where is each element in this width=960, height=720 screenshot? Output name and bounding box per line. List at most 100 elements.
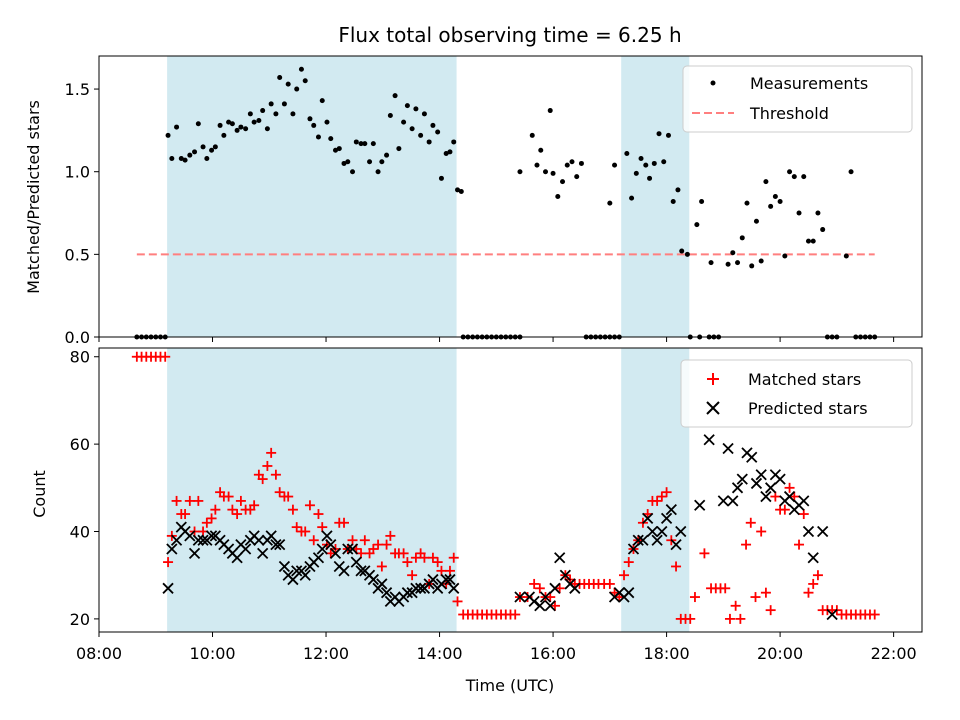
measurement-point	[268, 101, 274, 107]
bottom-legend: Matched stars Predicted stars	[680, 359, 913, 428]
measurement-point	[560, 179, 566, 185]
predicted-star-point	[253, 534, 265, 546]
matched-star-point	[291, 522, 302, 533]
x-tick-label: 20:00	[757, 644, 803, 663]
measurement-point	[336, 146, 342, 152]
matched-star-point	[432, 557, 443, 568]
predicted-star-point	[342, 543, 354, 555]
measurement-point	[319, 98, 325, 104]
predicted-star-point	[414, 582, 427, 594]
matched-star-point	[545, 592, 556, 603]
measurement-point	[413, 106, 419, 112]
matched-star-point	[235, 495, 246, 506]
measurement-point	[578, 160, 584, 166]
measurement-point	[345, 159, 351, 165]
matched-star-point	[270, 469, 281, 480]
matched-star-point	[685, 613, 696, 624]
measurement-point	[332, 147, 338, 153]
predicted-star-point	[534, 600, 546, 612]
measurement-point	[543, 169, 549, 175]
y-tick-label: 60	[70, 435, 90, 454]
measurement-point	[517, 169, 523, 175]
shaded-interval	[621, 348, 690, 632]
predicted-star-point	[188, 547, 201, 559]
measurement-point	[699, 198, 705, 204]
measurement-point	[311, 122, 317, 128]
matched-star-point	[339, 517, 350, 528]
measurement-point	[547, 108, 553, 114]
measurement-point	[744, 200, 750, 206]
measurement-point	[302, 78, 308, 84]
matched-star-point	[262, 460, 273, 471]
measurement-point	[260, 108, 266, 114]
shaded-interval	[167, 348, 457, 632]
measurement-point	[324, 119, 330, 125]
predicted-star-point	[329, 547, 342, 559]
measurement-point	[564, 162, 570, 168]
matched-star-point	[163, 557, 174, 568]
measurement-point	[612, 162, 618, 168]
predicted-star-point	[197, 534, 209, 546]
predicted-star-point	[162, 582, 174, 594]
predicted-star-point	[670, 538, 682, 551]
matched-star-point	[798, 509, 809, 520]
measurement-point	[820, 227, 826, 233]
matched-star-point	[671, 561, 682, 572]
predicted-star-point	[731, 482, 744, 494]
measurement-point	[307, 116, 313, 122]
measurement-point	[401, 119, 407, 125]
predicted-star-point	[170, 534, 183, 546]
measurement-point	[810, 238, 816, 244]
matched-star-point	[794, 539, 805, 550]
predicted-star-point	[231, 552, 243, 564]
measurement-point	[178, 155, 184, 161]
matched-star-point	[656, 491, 667, 502]
bottom-panel: 20 40 60 80 08:00 10:00 12:00 14:00 16:00 18:00 2…	[30, 347, 923, 695]
predicted-star-point	[760, 490, 772, 503]
measurement-point	[458, 189, 464, 195]
measurement-point	[298, 66, 304, 72]
predicted-star-point	[736, 473, 748, 485]
measurement-point	[204, 155, 210, 161]
matched-star-point	[308, 535, 319, 546]
measurement-point	[633, 170, 639, 176]
measurement-point	[350, 169, 356, 175]
bottom-y-ticks: 20 40 60 80	[70, 348, 99, 629]
matched-star-point	[745, 517, 756, 528]
measurement-point	[782, 253, 788, 259]
predicted-star-point	[257, 547, 269, 559]
predicted-star-point	[817, 525, 829, 538]
predicted-star-point	[278, 560, 291, 573]
measurement-point	[772, 194, 778, 199]
predicted-star-point	[287, 573, 299, 586]
bottom-legend-box	[680, 359, 913, 428]
measurement-point	[418, 132, 424, 138]
y-tick-label: 20	[70, 610, 90, 629]
matched-star-point	[359, 535, 370, 546]
measurement-point	[550, 170, 556, 176]
measurement-point	[730, 250, 736, 256]
predicted-star-point	[401, 587, 414, 599]
measurement-point	[661, 159, 667, 165]
measurement-point	[209, 147, 215, 153]
predicted-star-point	[205, 530, 218, 542]
matched-star-point	[784, 482, 795, 493]
predicted-star-point	[774, 473, 786, 485]
predicted-star-point	[717, 495, 729, 507]
predicted-star-point	[807, 552, 819, 564]
predicted-star-point	[627, 543, 640, 555]
measurement-point	[805, 238, 811, 244]
predicted-star-point	[380, 587, 393, 599]
measurement-point	[328, 136, 334, 142]
measurement-point	[200, 144, 206, 150]
measurement-point	[315, 134, 321, 140]
measurement-point	[753, 218, 759, 224]
bottom-x-ticks: 08:00 10:00 12:00 14:00 16:00 18:00 20:00 22:00	[76, 632, 917, 663]
predicted-star-point	[637, 534, 649, 546]
matched-star-point	[249, 500, 260, 511]
measurement-point	[277, 74, 283, 80]
matched-star-point	[803, 587, 814, 598]
x-tick-label: 18:00	[644, 644, 690, 663]
predicted-star-point	[427, 573, 439, 586]
